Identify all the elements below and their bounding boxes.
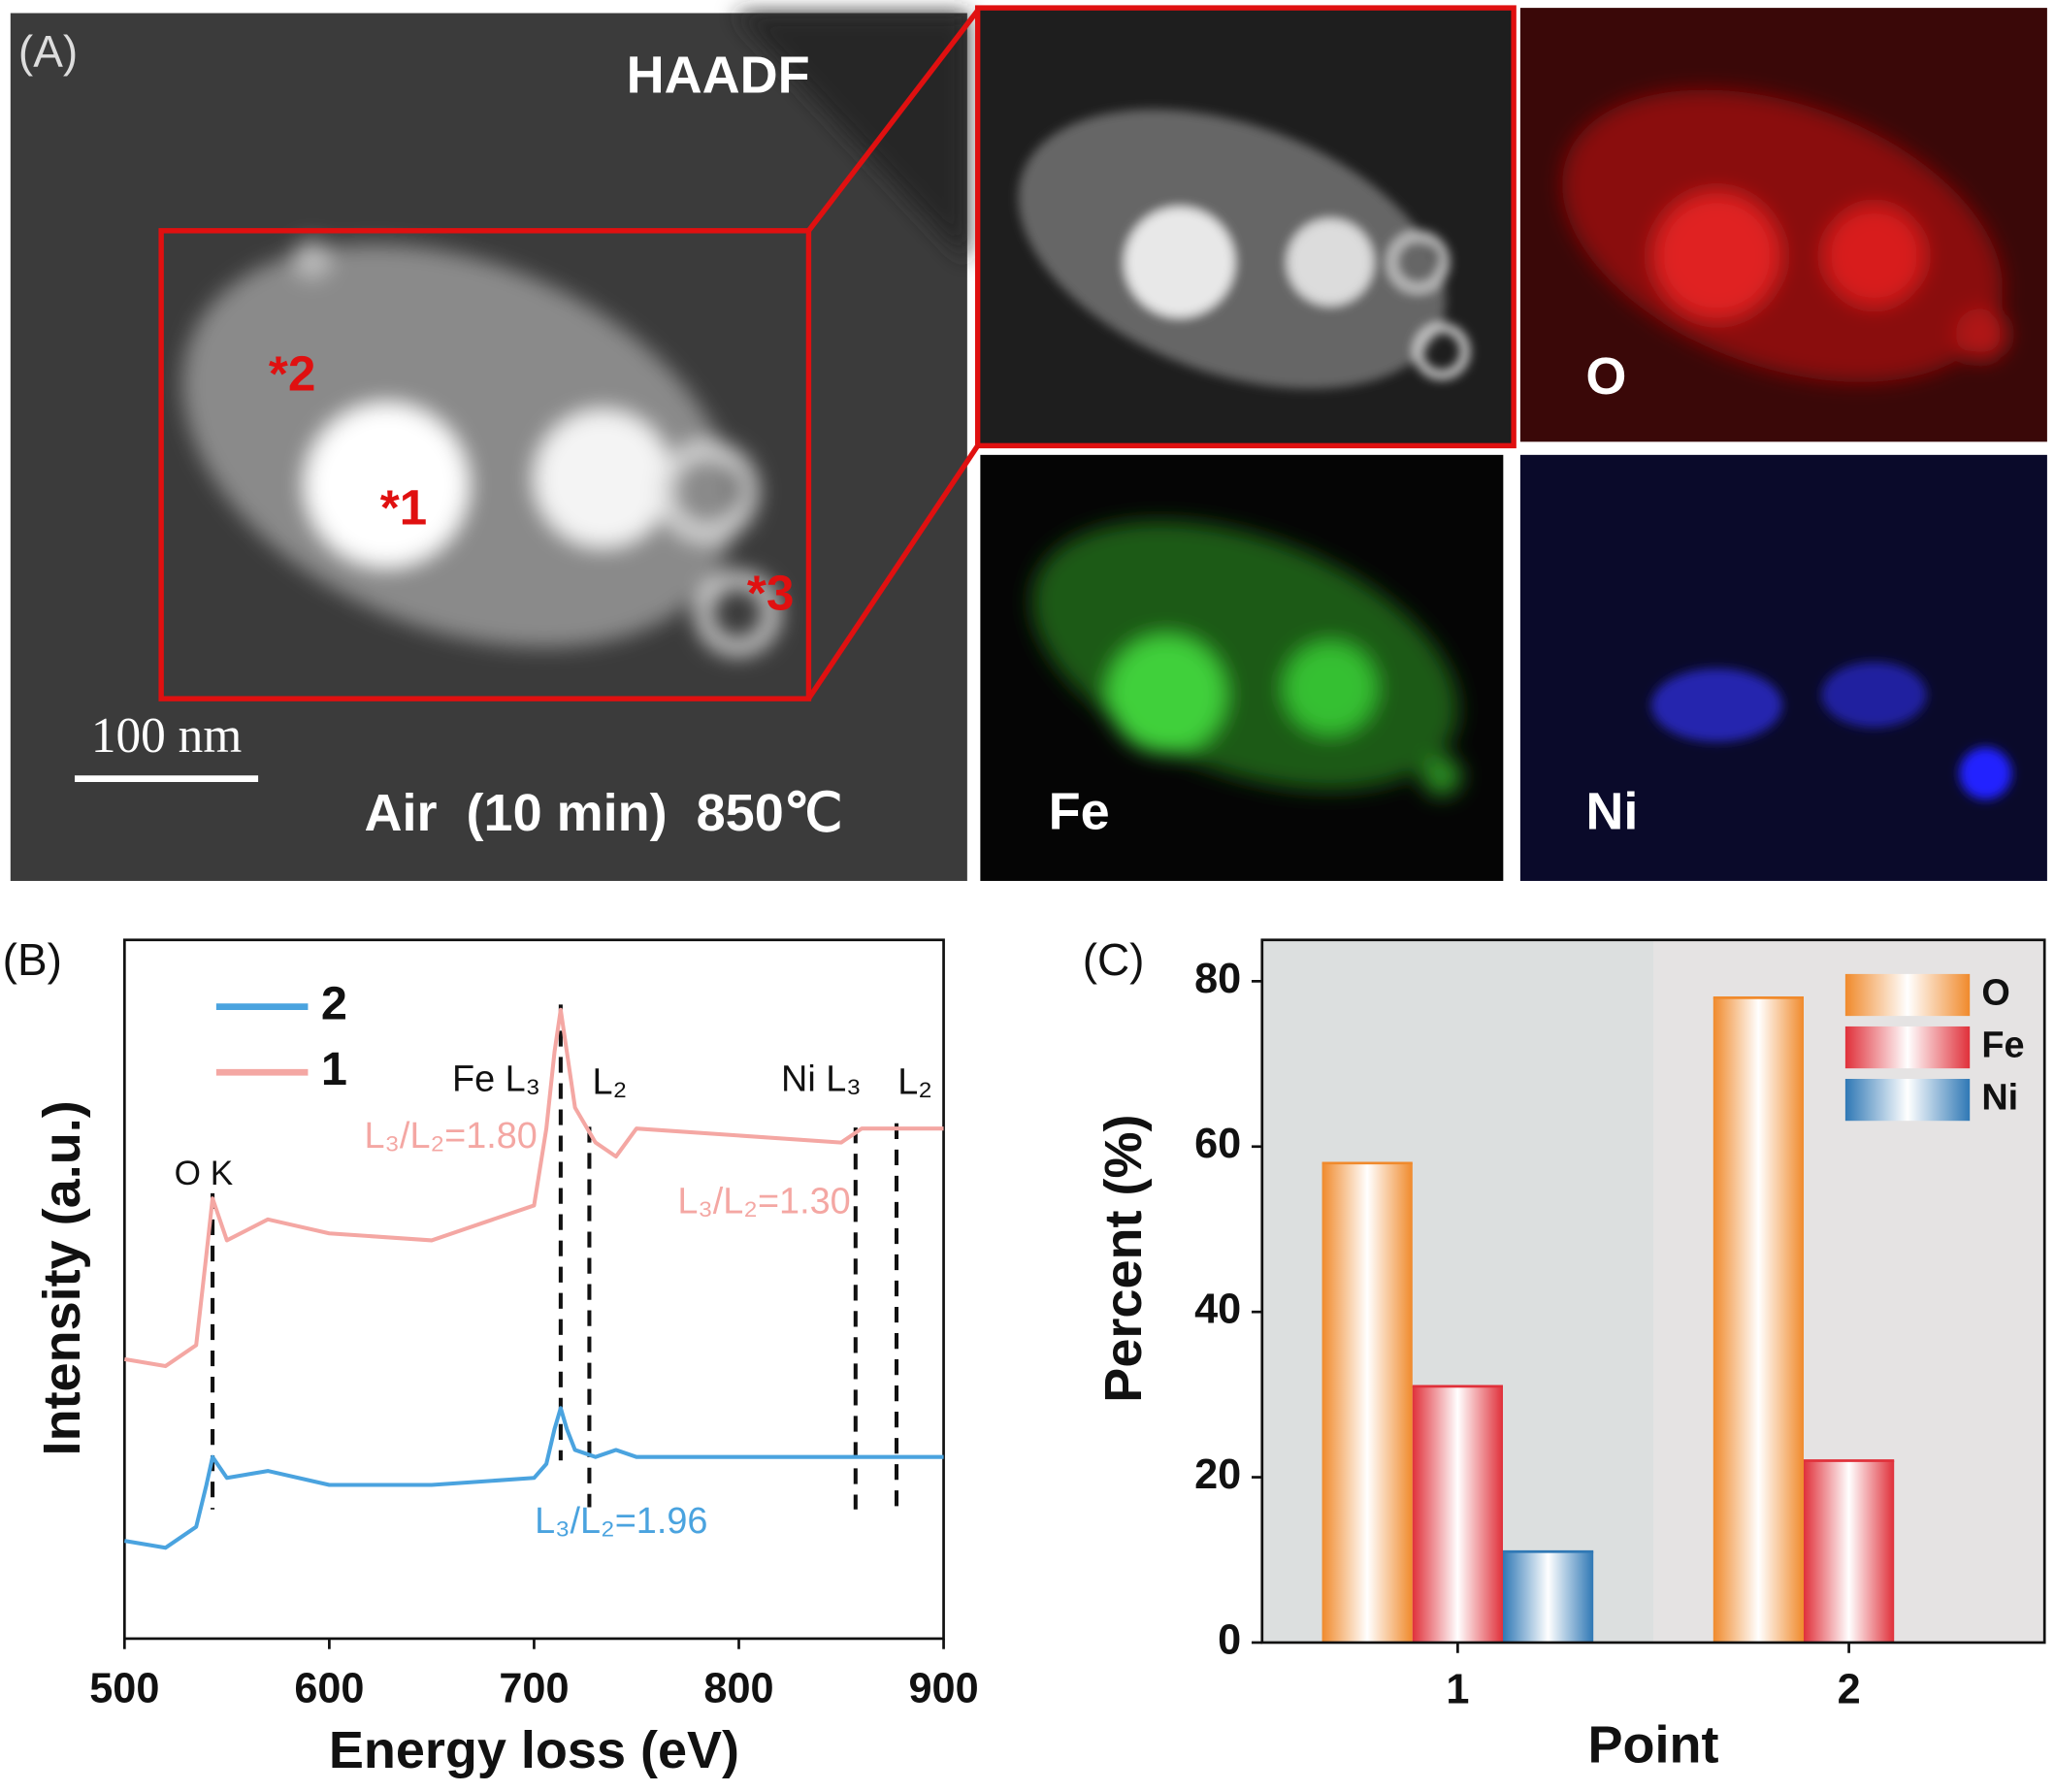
plot-frame (1260, 938, 2046, 1645)
fe-signal (1031, 520, 1462, 797)
o-signal (1562, 89, 2008, 382)
map-label: Fe (1049, 783, 1110, 841)
legend-label: Fe (1981, 1026, 2024, 1066)
annotation: Fe L₃ (452, 1059, 540, 1100)
map-label: Ni (1585, 783, 1638, 841)
zoom-box (158, 228, 812, 701)
point-label: *2 (269, 346, 316, 402)
annotation: L₂ (593, 1061, 628, 1102)
point-label: *3 (747, 565, 795, 620)
bar (1712, 997, 1804, 1643)
y-tick-label: 20 (1194, 1451, 1241, 1498)
panel-a: 100 nm (A) HAADF *1 *2 *3 Air (10 min) 8… (10, 5, 2047, 881)
x-tick-label: 2 (1838, 1667, 1861, 1713)
annotation: L₂ (897, 1061, 932, 1102)
bar (1803, 1460, 1895, 1643)
x-tick-label: 1 (1446, 1667, 1469, 1713)
x-tick-label: 800 (703, 1665, 773, 1711)
x-tick-label: 600 (294, 1665, 364, 1711)
x-axis-label: Point (1587, 1716, 1718, 1775)
spectrum-line (123, 1007, 944, 1369)
y-tick-label: 80 (1194, 956, 1241, 1002)
legend-swatch (1844, 973, 1971, 1017)
x-tick-label: 900 (909, 1665, 979, 1711)
point-label: *1 (380, 480, 428, 536)
scale-bar-label: 100 nm (91, 708, 242, 764)
inset-frame (974, 5, 1517, 449)
ni-map (1519, 454, 2047, 881)
legend-swatch (1844, 1026, 1971, 1069)
annotation: L₃/L₂=1.96 (535, 1501, 707, 1542)
panel-label: (B) (3, 934, 62, 985)
y-tick-label: 40 (1194, 1287, 1241, 1333)
bar (1321, 1162, 1413, 1643)
legend-label: 1 (321, 1043, 347, 1095)
condition-label: Air (10 min) 850℃ (365, 784, 843, 842)
legend-swatch (1844, 1078, 1971, 1122)
x-axis-label: Energy loss (eV) (329, 1721, 739, 1779)
annotation: L₃/L₂=1.80 (365, 1116, 538, 1157)
inset-particle (1018, 109, 1470, 389)
x-tick-label: 500 (89, 1665, 159, 1711)
map-label: O (1585, 347, 1626, 406)
particle (182, 241, 780, 655)
annotation: L₃/L₂=1.30 (677, 1181, 850, 1222)
annotation: Ni L₃ (781, 1059, 862, 1100)
x-tick-label: 700 (499, 1665, 569, 1711)
ni-signal (1650, 662, 2012, 800)
y-tick-label: 60 (1194, 1121, 1241, 1167)
bar (1502, 1551, 1594, 1643)
panel-label: (C) (1083, 934, 1145, 985)
legend-label: O (1981, 972, 2009, 1013)
y-axis-label: Percent (%) (1094, 1114, 1153, 1402)
legend-label: 2 (321, 978, 347, 1030)
y-axis-label: Intensity (a.u.) (33, 1100, 91, 1455)
zoom-line (806, 443, 980, 701)
panel-label: (A) (18, 26, 78, 77)
y-tick-label: 0 (1218, 1616, 1241, 1663)
background-region (734, 13, 967, 263)
bar (1412, 1385, 1503, 1643)
zoom-line (806, 9, 980, 233)
annotation: O K (175, 1155, 234, 1192)
spectrum-line (123, 1406, 944, 1550)
legend-label: Ni (1981, 1078, 2018, 1119)
image-title: HAADF (627, 46, 810, 104)
